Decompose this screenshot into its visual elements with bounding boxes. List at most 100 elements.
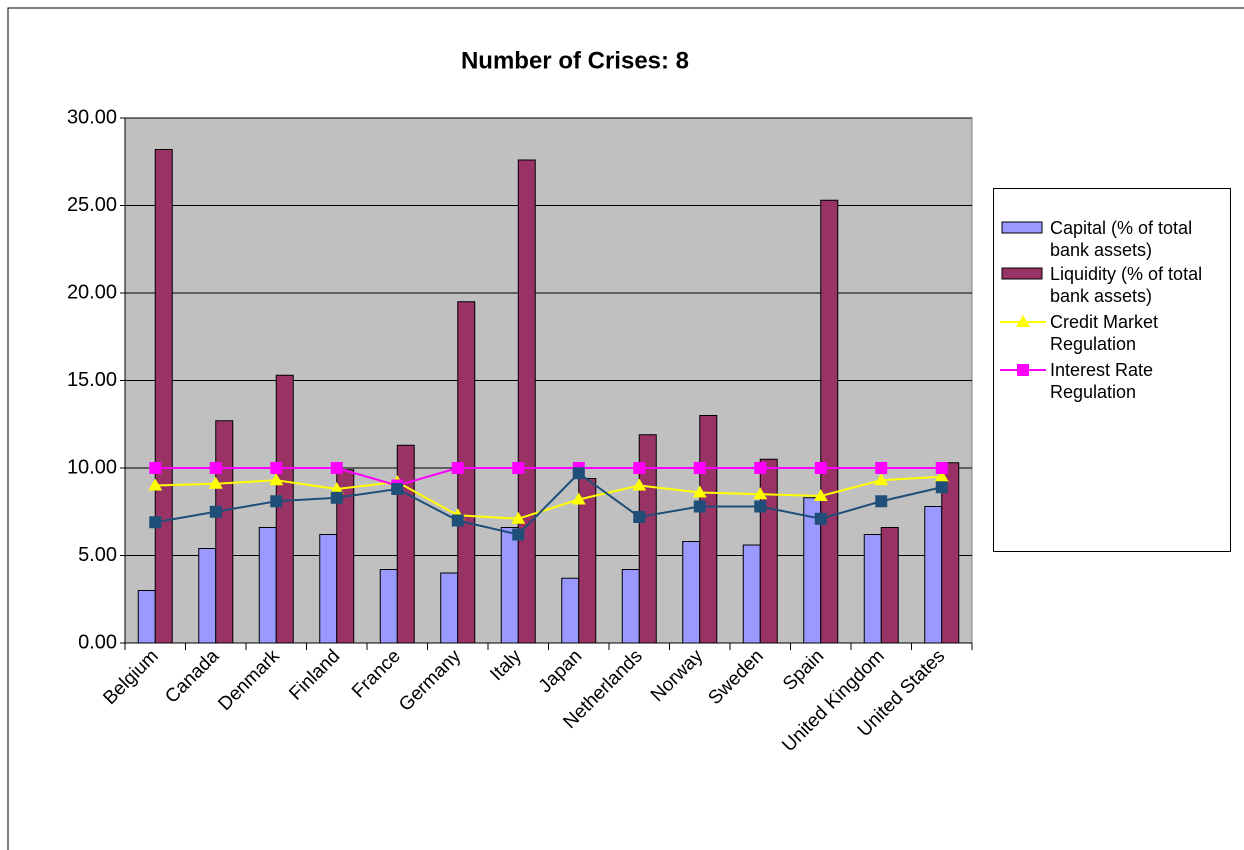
line (155, 475, 942, 520)
legend-entry: Credit Market Regulation (1000, 311, 1224, 355)
legend-marker (1000, 364, 1046, 376)
marker (874, 473, 889, 486)
marker (269, 473, 284, 486)
legend-marker (1001, 221, 1043, 234)
y-tick-label: 20.00 (67, 281, 117, 303)
marker (149, 516, 162, 529)
bar (198, 548, 217, 644)
marker (330, 491, 343, 504)
marker (209, 462, 222, 474)
marker (875, 462, 888, 474)
marker (451, 514, 464, 527)
y-tick-label: 0.00 (78, 631, 117, 653)
bar (517, 159, 536, 644)
marker (814, 462, 827, 474)
marker (208, 476, 223, 489)
marker (813, 489, 828, 501)
marker (935, 481, 948, 494)
x-tick-label: Japan (535, 646, 586, 697)
chart-frame (7, 7, 1244, 850)
legend-symbol (1016, 315, 1030, 327)
legend-marker (1000, 315, 1046, 327)
bar (699, 415, 718, 644)
legend-symbol (1017, 364, 1029, 376)
bar (621, 569, 640, 644)
bar (682, 541, 701, 644)
bar (561, 577, 580, 644)
legend-label: Credit Market Regulation (1050, 312, 1159, 354)
marker (693, 462, 706, 474)
marker (875, 495, 888, 508)
bar (275, 374, 294, 644)
legend-label: Liquidity (% of total bank assets) (1050, 264, 1203, 306)
marker (148, 478, 163, 491)
marker (572, 467, 585, 480)
y-tick-label: 10.00 (67, 456, 117, 478)
legend-marker (1001, 267, 1043, 280)
marker (632, 478, 647, 491)
legend-label: Capital (% of total bank assets) (1050, 218, 1193, 260)
chart-title: Number of Crises: 8 (461, 47, 689, 74)
bar (759, 458, 778, 644)
y-tick-label: 25.00 (67, 194, 117, 216)
marker (330, 462, 343, 474)
marker (633, 511, 646, 523)
marker (512, 462, 525, 474)
marker (270, 462, 283, 474)
marker (149, 462, 162, 474)
marker (692, 485, 707, 498)
marker (571, 492, 586, 505)
bar (137, 590, 156, 644)
bar (880, 527, 899, 644)
bar (924, 506, 943, 644)
marker (391, 483, 404, 495)
marker (511, 511, 526, 524)
line (155, 467, 942, 487)
marker (754, 500, 767, 513)
bar (379, 569, 398, 644)
bar (154, 149, 173, 644)
legend-label: Interest Rate Regulation (1050, 360, 1154, 402)
x-tick-label: United Kingdom (778, 646, 888, 756)
x-tick-label: Belgium (99, 646, 162, 709)
marker (753, 487, 768, 500)
x-tick-label: Italy (486, 645, 526, 685)
line (155, 471, 942, 536)
bar (742, 544, 761, 644)
bar (319, 534, 338, 644)
y-tick-label: 30.00 (67, 106, 117, 128)
legend-entry: Liquidity (% of total bank assets) (1000, 263, 1224, 307)
bar (440, 572, 459, 644)
marker (814, 512, 827, 525)
marker (754, 462, 767, 474)
y-tick-label: 5.00 (78, 544, 117, 566)
marker (512, 528, 525, 541)
marker (935, 462, 948, 474)
x-tick-label: Spain (779, 646, 828, 695)
bar (863, 534, 882, 644)
marker (693, 500, 706, 513)
legend-swatch (1001, 267, 1043, 280)
legend-swatch (1001, 221, 1043, 234)
bar (500, 527, 519, 644)
y-tick-label: 15.00 (67, 369, 117, 391)
legend-entry: Interest Rate Regulation (1000, 359, 1224, 403)
x-tick-label: Sweden (704, 646, 767, 709)
bar (258, 527, 277, 644)
x-tick-label: Canada (161, 645, 223, 707)
x-tick-label: Norway (647, 645, 708, 706)
marker (270, 495, 283, 508)
legend-entry: Capital (% of total bank assets) (1000, 217, 1224, 261)
marker (329, 482, 344, 494)
marker (209, 505, 222, 518)
x-tick-label: Finland (285, 646, 344, 705)
bar (215, 420, 234, 644)
x-tick-label: Denmark (214, 645, 284, 715)
bar (941, 462, 960, 644)
legend: Capital (% of total bank assets) Liquidit… (993, 188, 1231, 552)
bar (820, 199, 839, 644)
marker (451, 462, 464, 474)
bar (396, 444, 415, 644)
